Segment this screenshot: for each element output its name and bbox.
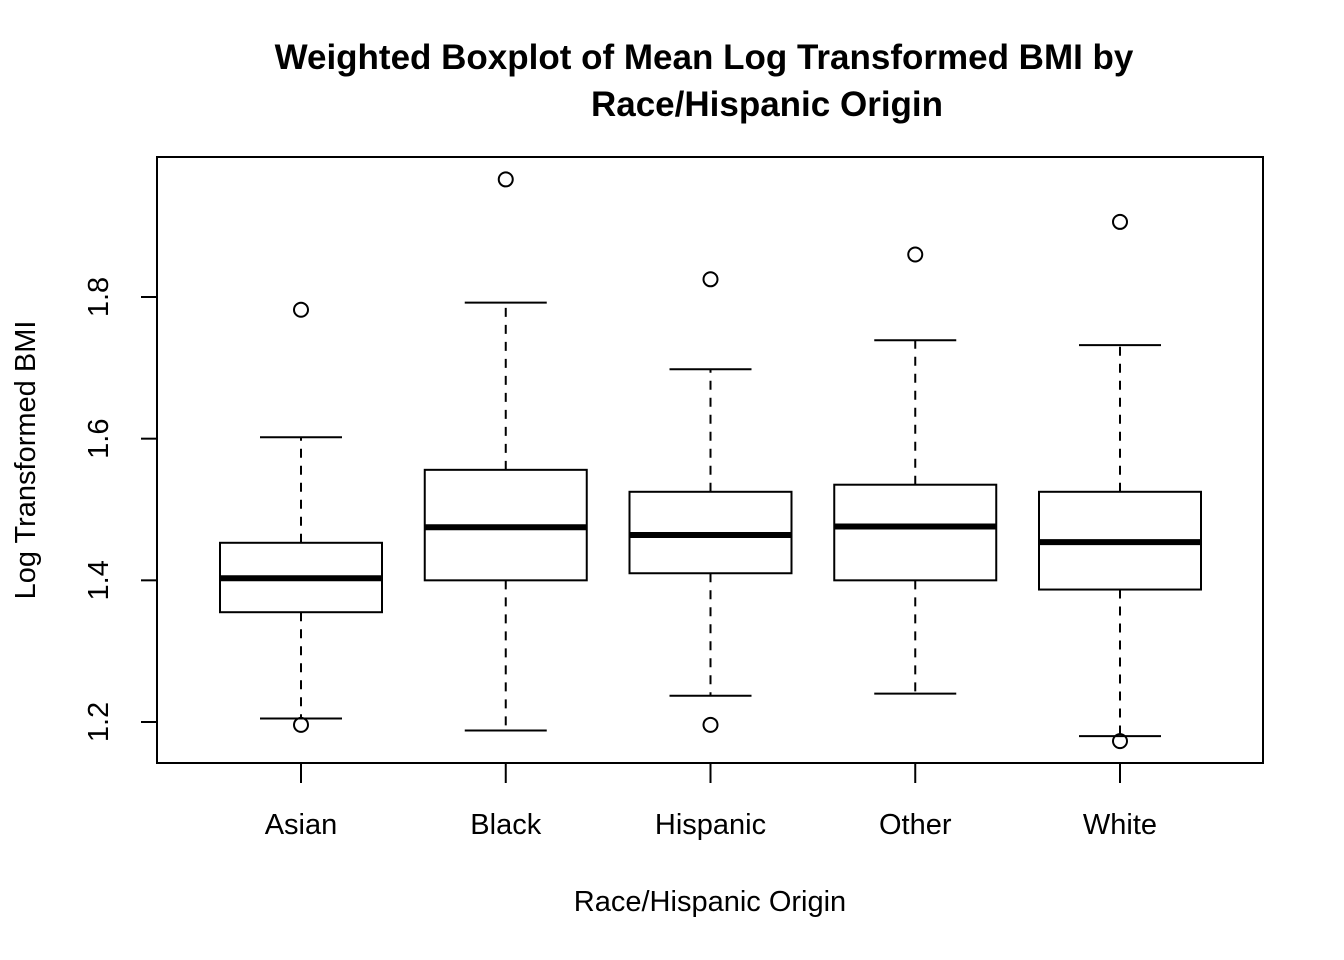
plot-frame <box>156 156 1264 764</box>
x-tick-label-asian: Asian <box>265 809 338 841</box>
box-black <box>423 171 588 732</box>
y-tick-label: 1.4 <box>83 560 115 600</box>
box-asian <box>219 301 383 733</box>
iqr-box <box>833 483 998 582</box>
boxes-layer <box>219 171 1202 750</box>
outlier-point <box>497 171 514 188</box>
x-tick-label-other: Other <box>879 809 952 841</box>
x-axis: Asian Black Hispanic Other White <box>265 762 1157 841</box>
y-axis: 1.2 1.4 1.6 1.8 <box>83 277 158 742</box>
y-axis-title: Log Transformed BMI <box>10 321 42 600</box>
outlier-point <box>907 246 924 263</box>
x-tick-label-black: Black <box>470 809 541 841</box>
y-tick-label: 1.8 <box>83 277 115 317</box>
y-tick-label: 1.6 <box>83 419 115 459</box>
chart-title-line-1: Weighted Boxplot of Mean Log Transformed… <box>275 38 1134 77</box>
x-axis-title: Race/Hispanic Origin <box>574 886 846 918</box>
outlier-point <box>702 271 719 288</box>
outlier-point <box>1112 733 1128 750</box>
box-hispanic <box>628 271 793 733</box>
chart-title-line-2: Race/Hispanic Origin <box>591 85 943 124</box>
box-other <box>833 246 998 695</box>
outlier-point <box>293 301 309 318</box>
x-tick-label-white: White <box>1083 809 1157 841</box>
x-tick-label-hispanic: Hispanic <box>655 809 766 841</box>
outlier-point <box>702 716 719 733</box>
box-white <box>1038 213 1202 750</box>
outlier-point <box>293 716 309 733</box>
y-tick-label: 1.2 <box>83 702 115 742</box>
outlier-point <box>1112 213 1128 230</box>
